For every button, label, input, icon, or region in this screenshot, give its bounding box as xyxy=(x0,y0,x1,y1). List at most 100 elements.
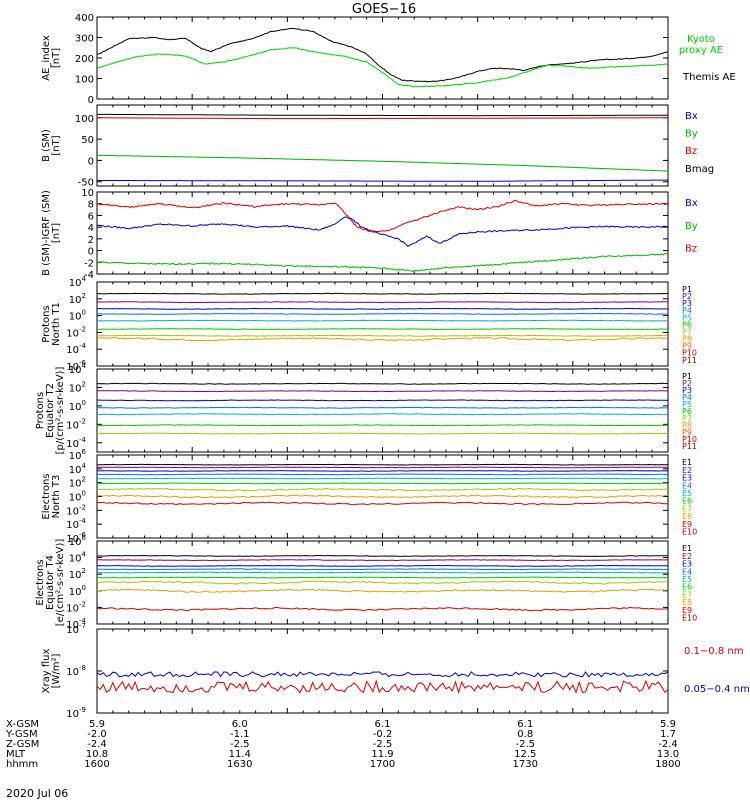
series-line xyxy=(97,179,668,182)
footer-cell: 6.1 xyxy=(375,719,391,730)
footer-cell: 11.9 xyxy=(371,749,393,760)
legend-entry: P7 xyxy=(682,327,692,336)
legend-entry: By xyxy=(685,129,698,140)
y-axis-label: Protons xyxy=(41,305,52,342)
legend-entry: E8 xyxy=(682,598,692,607)
y-tick-label: 102 xyxy=(69,476,86,490)
footer-cell: 1.7 xyxy=(660,729,676,740)
channel-line xyxy=(97,307,668,310)
y-tick-label: 6 xyxy=(88,211,94,222)
legend-entry: Kyoto xyxy=(687,34,715,45)
legend-entry: Bz xyxy=(685,244,697,255)
panel-frame xyxy=(96,104,669,187)
legend-entry: Bx xyxy=(685,198,698,209)
legend-entry: Themis AE xyxy=(682,72,736,83)
legend-entry: 0.1−0.8 nm xyxy=(684,646,743,657)
legend-entry: Bz xyxy=(685,146,697,157)
footer-cell: -2.4 xyxy=(658,739,678,750)
series-line xyxy=(97,252,668,272)
panel-elec_e: Electrons Equator T4 [e/(cm²-s-sr-keV)] 10-… xyxy=(35,534,697,631)
legend-entry: P11 xyxy=(682,356,697,365)
channel-line xyxy=(97,382,668,385)
legend-entry: P6 xyxy=(682,407,692,416)
channel-line xyxy=(97,473,668,476)
channel-line xyxy=(97,336,668,342)
legend-entry: E4 xyxy=(682,481,692,490)
legend-entry: E3 xyxy=(682,560,692,569)
y-tick-label: 100 xyxy=(75,114,94,125)
y-tick-label: 100 xyxy=(69,399,86,413)
legend-entry: P9 xyxy=(682,428,692,437)
footer-cell: -2.5 xyxy=(373,739,393,750)
y-tick-label: 10-7 xyxy=(66,622,86,636)
y-tick-label: 10-2 xyxy=(66,503,86,517)
panel-prot_e: Protons Equator T2 [p/(cm²-s-sr-keV)] 10-41… xyxy=(35,362,697,454)
legend-entry: E2 xyxy=(682,466,692,475)
legend-entry: E3 xyxy=(682,474,692,483)
legend-entry: E4 xyxy=(682,567,692,576)
y-tick-label: 100 xyxy=(69,490,86,504)
series-line xyxy=(97,679,668,695)
footer-cell: 0.8 xyxy=(517,729,533,740)
legend-entry: E9 xyxy=(682,606,692,615)
footer-cell: 12.5 xyxy=(514,749,536,760)
y-tick-label: 100 xyxy=(69,584,86,598)
y-axis-label: B (SM) xyxy=(41,129,52,162)
legend-entry: P6 xyxy=(682,320,692,329)
y-axis-label: B (SM)-IGRF (SM) xyxy=(41,190,52,276)
y-tick-label: 4 xyxy=(88,223,94,234)
footer-cell: -0.2 xyxy=(373,729,393,740)
footer-cell: -1.1 xyxy=(230,729,250,740)
footer-row-label: hhmm xyxy=(6,759,38,770)
y-tick-label: 10-9 xyxy=(66,706,86,720)
channel-line xyxy=(97,487,668,492)
channel-line xyxy=(97,312,668,315)
footer-cell: 1700 xyxy=(370,759,395,770)
series-line xyxy=(97,47,668,88)
legend-entry: E9 xyxy=(682,520,692,529)
panel-prot_n: Protons North T110-610-410-2100102104P1P2… xyxy=(41,275,697,373)
y-tick-label: 104 xyxy=(69,462,87,476)
footer-cell: 11.4 xyxy=(229,749,251,760)
y-axis-label: [nT] xyxy=(51,48,62,68)
y-axis-label: Equator T2 xyxy=(45,383,56,438)
legend-entry: E10 xyxy=(682,528,697,537)
legend-entry: E7 xyxy=(682,504,692,513)
footer-cell: 1800 xyxy=(655,759,680,770)
y-tick-label: 106 xyxy=(69,448,87,462)
channel-line xyxy=(97,406,668,409)
footer-row-label: MLT xyxy=(6,749,26,760)
footer-cell: 5.9 xyxy=(89,719,105,730)
footer-cell: 6.0 xyxy=(232,719,248,730)
y-axis-label: Protons xyxy=(35,392,46,429)
y-tick-label: 10-4 xyxy=(66,517,86,531)
channel-line xyxy=(97,432,668,435)
y-axis-label: AE_index xyxy=(41,35,52,81)
footer-cell: -2.5 xyxy=(515,739,535,750)
legend-entry: E7 xyxy=(682,590,692,599)
channel-line xyxy=(97,564,668,567)
y-tick-label: 102 xyxy=(69,292,86,306)
channel-line xyxy=(97,606,668,612)
legend-entry: P7 xyxy=(682,414,692,423)
y-tick-label: 106 xyxy=(69,534,87,548)
legend-entry: 0.05−0.4 nm xyxy=(684,684,750,695)
series-line xyxy=(97,154,668,172)
legend-entry: E8 xyxy=(682,512,692,521)
channel-line xyxy=(97,466,668,469)
footer-cell: 5.9 xyxy=(660,719,676,730)
legend-entry: P9 xyxy=(682,342,692,351)
footer-cell: 6.1 xyxy=(517,719,533,730)
legend-entry: P3 xyxy=(682,386,692,395)
legend-entry: proxy AE xyxy=(679,45,723,56)
panel-xray: Xray flux [W/m²] 10-9 10-8 10-7 0.1−0.8 nm 0.0… xyxy=(41,622,750,720)
channel-line xyxy=(97,328,668,331)
legend-entry: P8 xyxy=(682,335,692,344)
legend-entry: P10 xyxy=(682,435,697,444)
channel-line xyxy=(97,301,668,304)
channel-line xyxy=(97,463,668,466)
footer-row-label: Y-GSM xyxy=(5,729,38,740)
legend-entry: Bmag xyxy=(685,164,714,175)
